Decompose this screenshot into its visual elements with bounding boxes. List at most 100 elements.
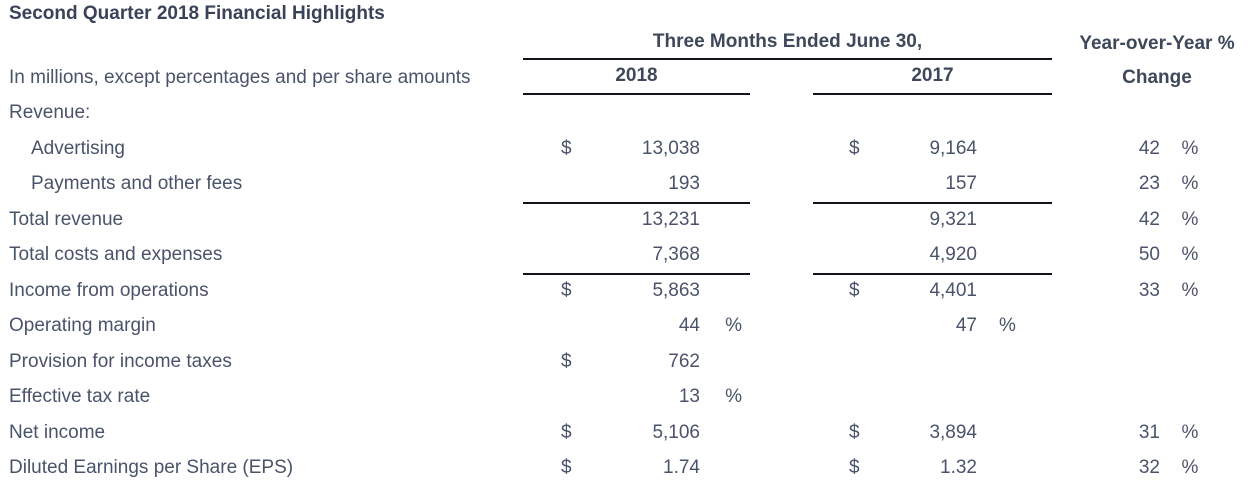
cell-value [849,379,977,415]
cell-value: 42 [1138,208,1160,230]
cell-2018: $ 1.74 [523,450,750,486]
cell-yoy [1072,308,1242,344]
cell-value: 13,231 [641,208,700,230]
row-label: Net income [9,421,106,443]
currency-symbol: $ [849,421,860,443]
percent-sign [977,344,1052,380]
cell-value: 193 [668,173,700,194]
cell-value: 33 [1138,279,1160,301]
cell-value: 157 [945,173,977,194]
cell-value [849,344,977,380]
cell-value: 9,321 [929,208,977,230]
cell-2017: 47 % [813,308,1052,344]
percent-sign [977,379,1052,415]
table-body: Revenue: Advertising $ 13,038 $ 9,164 42… [0,95,1248,486]
cell-2018: $ 5,106 [523,415,750,451]
row-label: Total revenue [9,208,124,230]
percent-sign [700,166,750,202]
cell-2017: $ 9,164 [813,131,1052,167]
cell-value: 44 [678,315,700,336]
cell-value: 5,863 [652,279,700,301]
cell-yoy: 50 % [1072,237,1242,275]
table-row: Effective tax rate 13 % [0,379,1248,415]
cell-yoy: 23 % [1072,166,1242,204]
cell-2017: $ 4,401 [813,273,1052,309]
percent-sign [977,166,1052,202]
table-row: Total revenue 13,231 9,321 42 % [0,202,1248,238]
percent-sign [700,450,750,486]
cell-value: 47 [955,315,977,336]
cell-yoy: 31 % [1072,415,1242,451]
yoy-header-line2: Change [1122,67,1192,88]
cell-value: 1.74 [663,457,700,478]
percent-sign: % [725,386,742,407]
currency-symbol: $ [561,137,572,159]
percent-sign [977,237,1052,273]
cell-value: 4,401 [929,279,977,301]
cell-value: 9,164 [929,137,977,159]
table-row: Provision for income taxes $ 762 [0,344,1248,380]
currency-symbol: $ [561,350,572,372]
cell-value [1072,379,1160,415]
cell-yoy [1072,379,1242,415]
cell-value: 31 [1138,421,1160,443]
row-label: Operating margin [9,315,156,336]
percent-sign: % [725,315,742,336]
yoy-header-line1: Year-over-Year % [1079,33,1235,54]
cell-2018: $ 5,863 [523,273,750,309]
percent-sign [700,237,750,273]
cell-2017: 9,321 [813,202,1052,238]
currency-symbol: $ [561,279,572,301]
cell-yoy: 42 % [1072,131,1242,167]
row-label: Provision for income taxes [9,350,232,372]
cell-2018: $ 762 [523,344,750,380]
table-row: Operating margin 44 % 47 % [0,308,1248,344]
table-row: Net income $ 5,106 $ 3,894 31 % [0,415,1248,451]
cell-2017 [813,344,1052,380]
cell-2018: 13 % [523,379,750,415]
row-label: Effective tax rate [9,386,151,407]
cell-value: 32 [1138,457,1160,478]
percent-sign [1160,344,1220,380]
percent-sign [700,344,750,380]
cell-value: 23 [1138,173,1160,194]
row-label: Payments and other fees [31,173,243,194]
currency-symbol: $ [849,457,860,478]
percent-sign [700,273,750,309]
cell-2018: 44 % [523,308,750,344]
percent-sign [1160,379,1220,415]
period-header: Three Months Ended June 30, [523,27,1052,60]
cell-2017: $ 1.32 [813,450,1052,486]
cell-yoy [1072,344,1242,380]
cell-value: 762 [668,350,700,372]
table-row: Payments and other fees 193 157 23 % [0,166,1248,204]
row-label: Revenue: [9,102,91,123]
cell-2018: $ 13,038 [523,131,750,167]
cell-2017: 4,920 [813,237,1052,275]
cell-value [1072,308,1160,344]
currency-symbol: $ [849,137,860,159]
percent-sign [700,202,750,238]
percent-sign: % [1181,457,1199,478]
cell-2018: 13,231 [523,202,750,238]
table-row: Diluted Earnings per Share (EPS) $ 1.74 … [0,450,1248,486]
percent-sign: % [1181,137,1199,159]
percent-sign [977,415,1052,451]
cell-2018: 193 [523,166,750,204]
percent-sign [1160,308,1220,344]
currency-symbol: $ [849,279,860,301]
percent-sign: % [999,315,1016,336]
cell-value [1072,344,1160,380]
percent-sign: % [1181,244,1199,265]
header-row-years: In millions, except percentages and per … [0,60,1248,95]
cell-value: 50 [1138,244,1160,265]
percent-sign [977,131,1052,167]
row-label: Total costs and expenses [9,244,223,265]
percent-sign [977,273,1052,309]
cell-value: 13 [678,386,700,407]
cell-yoy: 33 % [1072,273,1242,309]
cell-2017: $ 3,894 [813,415,1052,451]
cell-2017: 157 [813,166,1052,204]
column-header-2017: 2017 [813,60,1052,95]
